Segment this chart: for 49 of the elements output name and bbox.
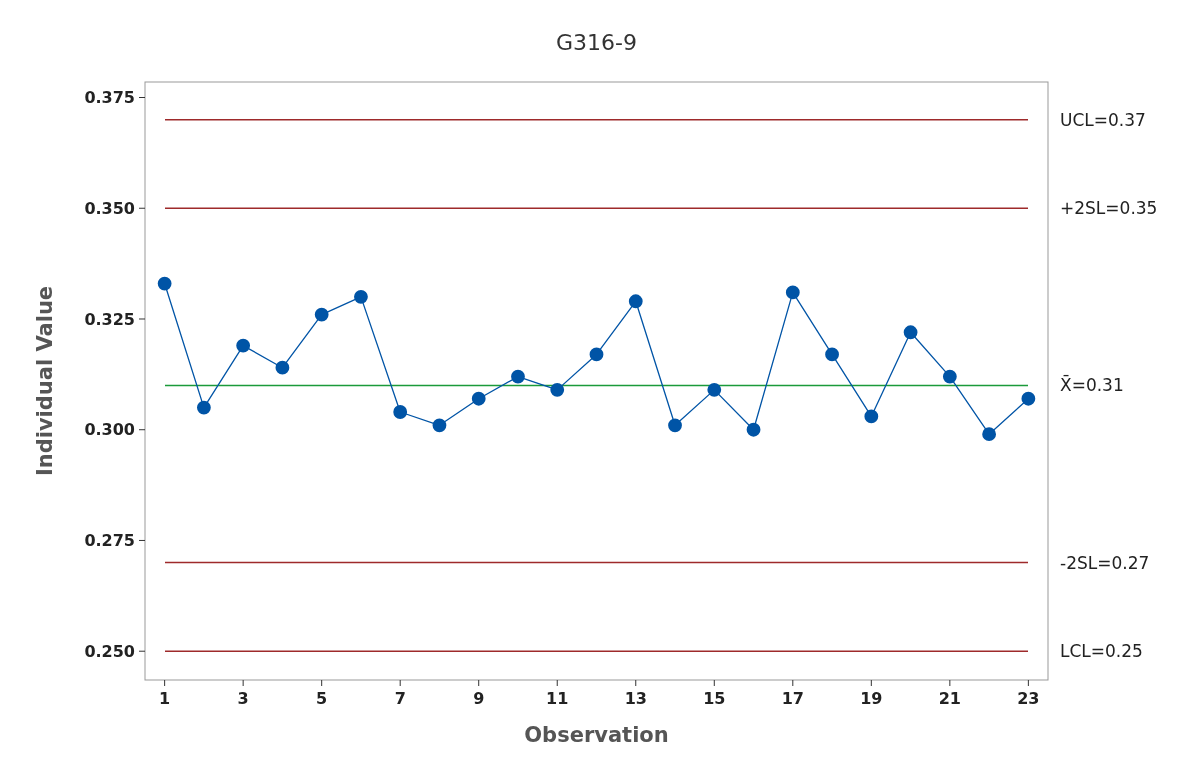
point	[746, 422, 761, 437]
x-tick-label: 5	[316, 689, 328, 708]
point	[628, 294, 643, 309]
point	[354, 289, 368, 304]
point	[785, 285, 800, 300]
x-tick-label: 19	[860, 689, 883, 708]
x-axis-title: Observation	[524, 723, 669, 747]
point	[825, 347, 839, 362]
x-tick-label: 15	[703, 689, 726, 708]
point	[157, 276, 172, 291]
point	[236, 338, 251, 353]
point	[432, 418, 447, 433]
x-tick-label: 13	[624, 689, 647, 708]
point	[864, 409, 879, 424]
y-axis-title: Individual Value	[33, 285, 57, 477]
ref-line-label: +2SL=0.35	[1060, 198, 1158, 219]
x-tick-label: 3	[237, 689, 249, 708]
y-tick-label: 0.375	[84, 88, 135, 108]
y-tick-label: 0.300	[84, 420, 135, 440]
point	[942, 369, 957, 384]
point	[275, 360, 290, 375]
y-tick-label: 0.350	[84, 198, 135, 218]
point	[668, 418, 682, 433]
x-tick-label: 17	[781, 689, 804, 708]
x-tick-label: 9	[473, 689, 485, 708]
point	[1021, 391, 1036, 406]
point	[393, 405, 408, 419]
point	[903, 325, 918, 340]
point	[589, 347, 604, 362]
x-tick-label: 1	[159, 689, 171, 708]
ref-line-label: X̄=0.31	[1060, 374, 1124, 396]
x-tick-label: 11	[546, 689, 569, 708]
point	[982, 427, 997, 442]
point	[550, 382, 565, 397]
y-tick-label: 0.275	[84, 531, 135, 551]
y-tick-label: 0.325	[84, 309, 135, 329]
ref-line-label: -2SL=0.27	[1060, 552, 1150, 573]
x-tick-label: 21	[938, 689, 961, 708]
point	[314, 307, 329, 322]
chart-title: G316-9	[556, 30, 637, 55]
ref-line-label: LCL=0.25	[1060, 641, 1143, 662]
x-tick-label: 7	[394, 689, 406, 708]
point	[196, 400, 211, 415]
point	[471, 391, 486, 406]
y-tick-label: 0.250	[84, 641, 135, 661]
point	[511, 369, 525, 384]
point	[707, 382, 722, 397]
x-tick-label: 23	[1017, 689, 1040, 708]
ref-line-label: UCL=0.37	[1060, 109, 1146, 130]
